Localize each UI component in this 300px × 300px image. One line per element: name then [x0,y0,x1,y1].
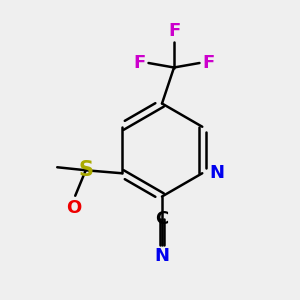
Text: F: F [202,54,214,72]
Text: S: S [78,160,93,180]
Text: C: C [155,210,169,228]
Text: F: F [168,22,180,40]
Text: N: N [210,164,225,182]
Text: N: N [154,247,169,265]
Text: O: O [66,199,81,217]
Text: F: F [134,54,146,72]
